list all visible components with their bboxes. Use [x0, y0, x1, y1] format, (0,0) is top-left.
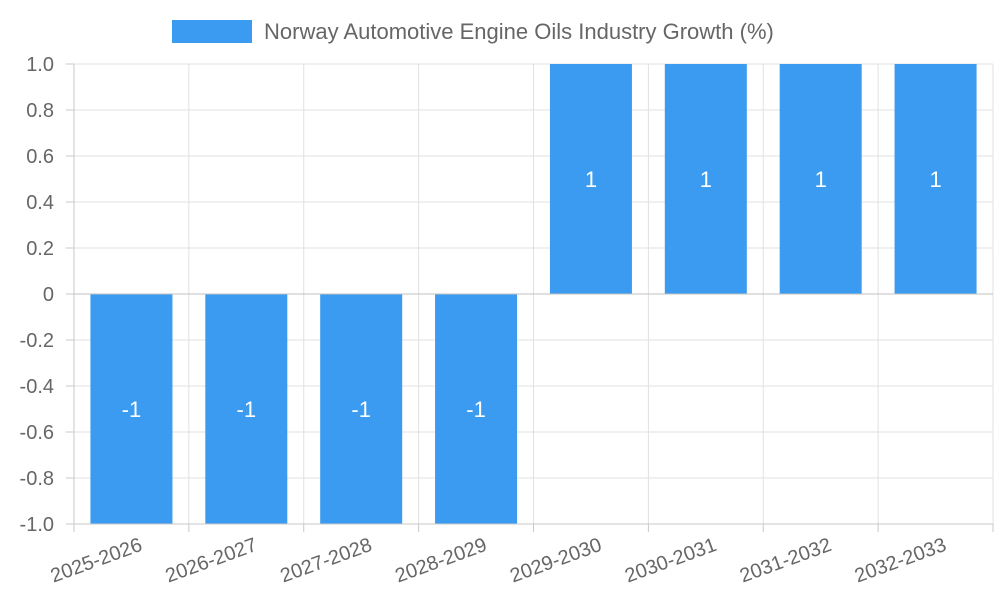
x-tick-label: 2032-2033 [852, 534, 949, 587]
bar-value-label: 1 [585, 167, 597, 192]
axes [73, 64, 993, 525]
bar-2032-2033[interactable] [894, 64, 977, 294]
legend-swatch [172, 20, 252, 43]
bar-2031-2032[interactable] [779, 64, 862, 294]
x-tick-label: 2028-2029 [392, 534, 489, 587]
bars [90, 64, 977, 524]
y-tick-label: 0.8 [26, 100, 54, 122]
legend[interactable]: Norway Automotive Engine Oils Industry G… [172, 19, 774, 44]
y-tick-label: -1.0 [20, 514, 54, 536]
bar-value-label: 1 [929, 167, 941, 192]
y-tick-label: -0.2 [20, 330, 54, 352]
bar-2030-2031[interactable] [664, 64, 747, 294]
bar-value-label: -1 [466, 397, 486, 422]
bar-2025-2026[interactable] [90, 294, 173, 524]
x-tick-label: 2026-2027 [163, 534, 260, 587]
bar-value-label: -1 [351, 397, 371, 422]
x-tick-label: 2027-2028 [277, 534, 374, 587]
y-axis-ticks: 1.0 0.8 0.6 0.4 0.2 0 -0.2 -0.4 -0.6 -0.8 -1.0 [20, 54, 54, 536]
x-tick-label: 2029-2030 [507, 534, 604, 587]
bar-2029-2030[interactable] [549, 64, 632, 294]
bar-value-label: 1 [815, 167, 827, 192]
y-tick-label: 0.4 [26, 192, 54, 214]
x-tick-label: 2025-2026 [48, 534, 145, 587]
data-labels: -1 -1 -1 -1 1 1 1 1 [122, 167, 942, 422]
bar-value-label: -1 [122, 397, 142, 422]
x-tick-label: 2030-2031 [622, 534, 719, 587]
y-tick-label: -0.6 [20, 422, 54, 444]
y-tick-label: -0.8 [20, 468, 54, 490]
bar-2028-2029[interactable] [435, 294, 518, 524]
x-axis-ticks: 2025-2026 2026-2027 2027-2028 2028-2029 2029… [48, 534, 950, 587]
bar-2026-2027[interactable] [205, 294, 288, 524]
bar-value-label: 1 [700, 167, 712, 192]
y-tick-label: -0.4 [20, 376, 54, 398]
legend-label: Norway Automotive Engine Oils Industry G… [264, 19, 774, 44]
y-tick-label: 0.2 [26, 238, 54, 260]
y-tick-label: 0 [43, 284, 54, 306]
bar-value-label: -1 [237, 397, 257, 422]
bar-2027-2028[interactable] [320, 294, 403, 524]
x-tick-label: 2031-2032 [737, 534, 834, 587]
y-tick-label: 1.0 [26, 54, 54, 76]
y-tick-label: 0.6 [26, 146, 54, 168]
